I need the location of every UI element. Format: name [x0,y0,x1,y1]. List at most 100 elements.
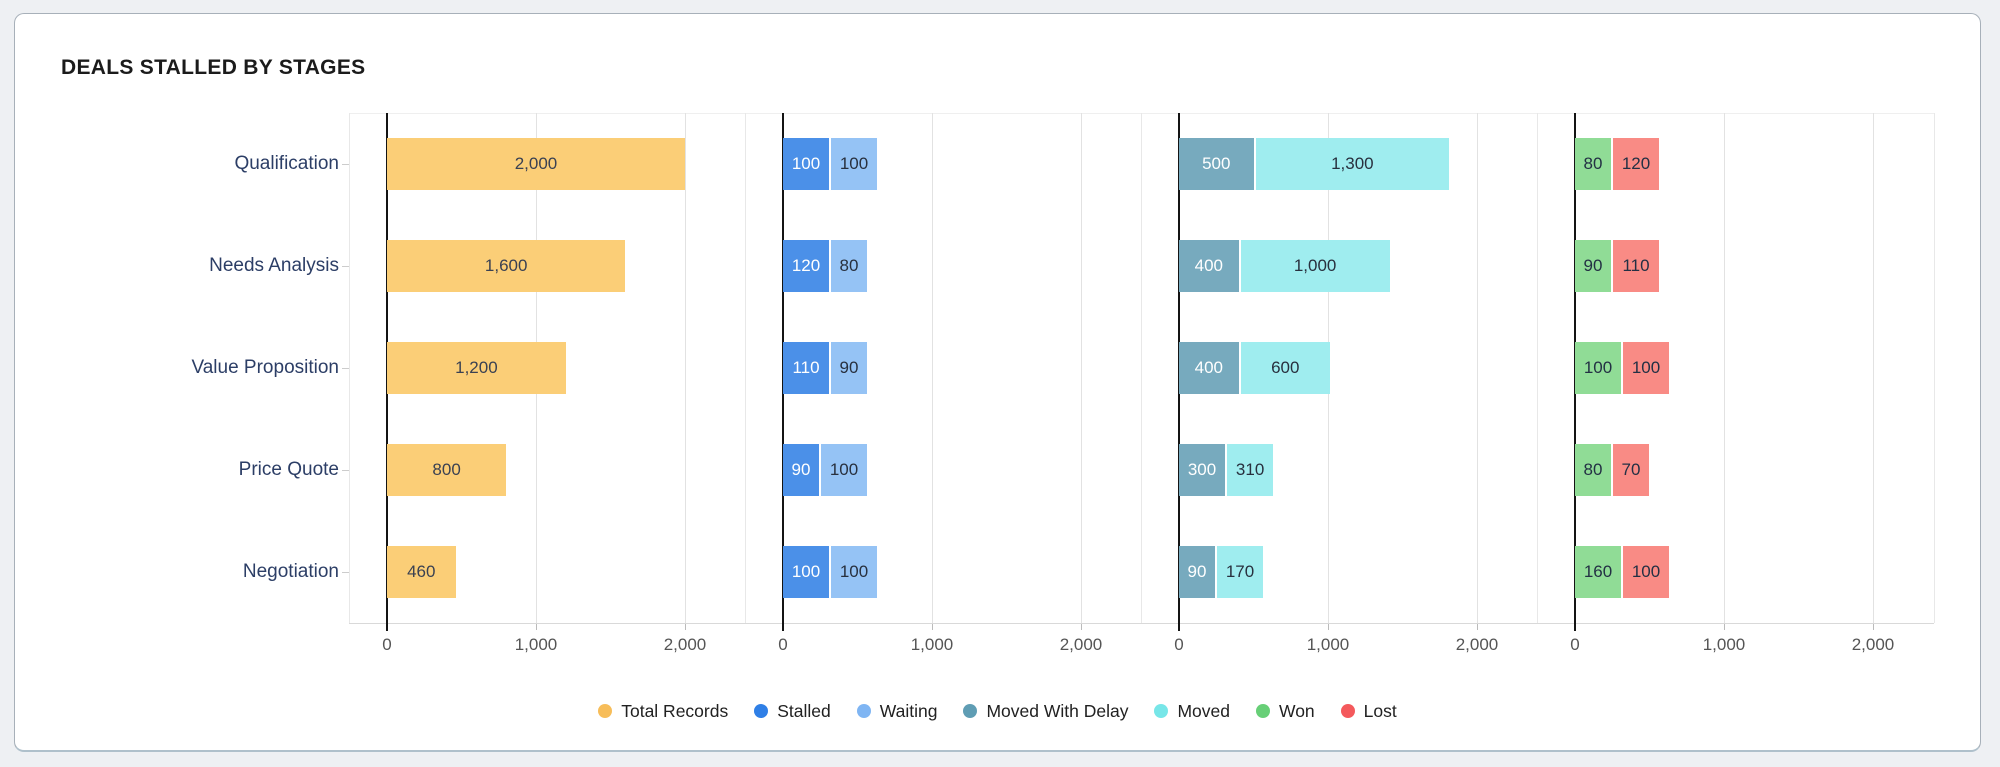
bar-segment[interactable]: 80 [1575,444,1611,496]
bar-segment[interactable]: 400 [1179,342,1239,394]
bar-segment[interactable]: 120 [783,240,829,292]
category-label: Negotiation [242,561,339,582]
x-axis-tick [932,624,933,630]
x-axis-tick-label: 2,000 [1455,635,1499,654]
y-axis-tick [342,368,349,369]
bar-segment[interactable]: 100 [783,546,829,598]
legend-label: Moved [1177,700,1230,721]
gridline [1873,113,1874,623]
panel-left-border [745,113,746,623]
bar-segment[interactable]: 1,600 [387,240,626,292]
legend-item[interactable]: Moved [1154,701,1230,722]
legend-item[interactable]: Stalled [754,701,831,722]
x-axis-tick-label: 0 [382,635,392,654]
bar-segment[interactable]: 170 [1217,546,1263,598]
x-axis-tick-label: 1,000 [1702,635,1746,654]
category-label: Qualification [234,153,339,174]
bar-segment[interactable]: 90 [831,342,867,394]
legend-item[interactable]: Total Records [598,701,728,722]
x-axis-tick [1178,623,1180,631]
x-axis-tick [1081,624,1082,630]
bar-segment[interactable]: 120 [1613,138,1659,190]
legend-label: Won [1279,700,1315,721]
x-axis-tick-label: 1,000 [910,635,954,654]
x-axis-tick-label: 0 [778,635,788,654]
legend-swatch-icon [1340,704,1355,718]
y-axis-tick [342,266,349,267]
bar-segment[interactable]: 460 [387,546,456,598]
bar-segment[interactable]: 90 [783,444,819,496]
x-axis-tick [1574,623,1576,631]
x-axis-tick-label: 1,000 [1306,635,1350,654]
legend-swatch-icon [1256,704,1270,718]
bar-segment[interactable]: 400 [1179,240,1239,292]
gridline [1477,113,1478,623]
bar-segment[interactable]: 300 [1179,444,1225,496]
gridline [1724,113,1725,623]
bar-segment[interactable]: 100 [783,138,829,190]
bar-segment[interactable]: 310 [1227,444,1274,496]
bar-segment[interactable]: 1,000 [1240,240,1390,292]
legend-item[interactable]: Moved With Delay [963,701,1128,722]
bar-segment[interactable]: 160 [1575,546,1621,598]
bar-segment[interactable]: 100 [821,444,867,496]
panel-left-border [1141,113,1142,623]
legend-item[interactable]: Won [1256,701,1315,722]
x-axis-tick [536,624,537,630]
legend-swatch-icon [754,704,769,718]
bar-segment[interactable]: 600 [1240,342,1330,394]
x-axis-tick [685,624,686,630]
x-axis-tick-label: 2,000 [663,635,707,654]
bar-segment[interactable]: 80 [831,240,867,292]
bar-segment[interactable]: 110 [1613,240,1659,292]
x-axis-tick [782,623,784,631]
bar-segment[interactable]: 90 [1575,240,1611,292]
bar-segment[interactable]: 100 [1623,342,1669,394]
chart-legend: Total Records Stalled Waiting Moved With De… [15,696,1980,726]
x-axis-tick-label: 0 [1174,635,1184,654]
bar-segment[interactable]: 90 [1179,546,1215,598]
x-axis-tick-label: 1,000 [514,635,558,654]
chart-title: DEALS STALLED BY STAGES [61,56,366,79]
category-label: Needs Analysis [209,255,339,276]
x-axis-tick-label: 2,000 [1851,635,1895,654]
gridline [1081,113,1082,623]
x-axis-tick-label: 2,000 [1059,635,1103,654]
x-axis-tick [386,623,388,631]
bar-segment[interactable]: 80 [1575,138,1611,190]
legend-item[interactable]: Lost [1340,701,1397,722]
bar-segment[interactable]: 2,000 [387,138,685,190]
panel-right-border [1934,113,1935,623]
bar-segment[interactable]: 100 [831,138,877,190]
x-axis-tick [1724,624,1725,630]
deals-stalled-card: DEALS STALLED BY STAGES Qualification Nee… [14,13,1981,752]
gridline [685,113,686,623]
x-axis-tick [1477,624,1478,630]
gridline [932,113,933,623]
panel-left-border [349,113,350,623]
y-axis-tick [342,164,349,165]
bar-segment[interactable]: 500 [1179,138,1254,190]
legend-label: Waiting [879,700,938,721]
legend-label: Moved With Delay [986,700,1129,721]
bar-segment[interactable]: 100 [1623,546,1669,598]
bar-segment[interactable]: 1,200 [387,342,566,394]
x-axis-tick-label: 0 [1570,635,1580,654]
bar-segment[interactable]: 800 [387,444,507,496]
legend-label: Total Records [621,700,729,721]
category-label: Value Proposition [191,357,339,378]
category-label: Price Quote [238,459,339,480]
bar-segment[interactable]: 1,300 [1255,138,1450,190]
x-axis-tick [1873,624,1874,630]
panel-left-border [1537,113,1538,623]
x-axis-tick [1328,624,1329,630]
y-axis-tick [342,572,349,573]
bar-segment[interactable]: 100 [1575,342,1621,394]
bar-segment[interactable]: 110 [783,342,829,394]
legend-swatch-icon [1154,704,1169,718]
bar-segment[interactable]: 70 [1613,444,1649,496]
legend-item[interactable]: Waiting [856,700,938,722]
legend-swatch-icon [598,704,613,718]
bar-segment[interactable]: 100 [831,546,877,598]
legend-swatch-icon [856,704,871,718]
